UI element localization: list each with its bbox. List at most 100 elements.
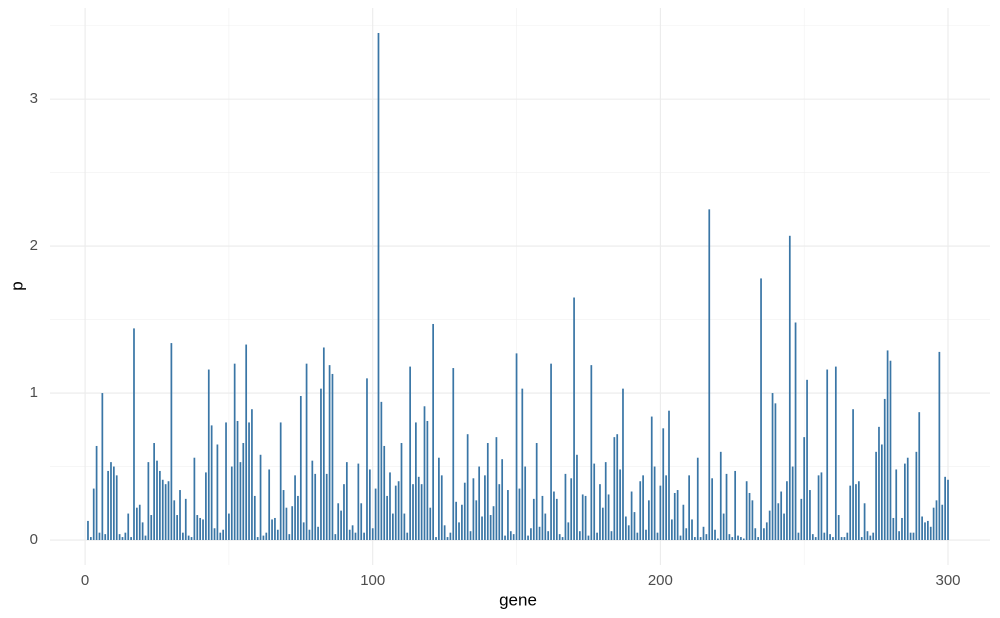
bar <box>797 532 800 541</box>
bar <box>728 534 731 541</box>
bar <box>676 490 679 541</box>
bar <box>636 532 639 541</box>
bar <box>95 445 98 541</box>
bar <box>558 534 561 541</box>
bar <box>826 369 829 541</box>
bar <box>429 507 432 541</box>
bar <box>806 379 808 541</box>
bar <box>127 513 130 541</box>
bar <box>849 485 852 541</box>
bar <box>607 494 610 541</box>
bar <box>302 522 305 541</box>
x-tick-label: 100 <box>360 572 385 589</box>
bar <box>89 537 92 541</box>
bar <box>265 532 268 541</box>
bar <box>380 401 383 541</box>
bar <box>110 462 112 541</box>
bar <box>791 466 794 541</box>
bar <box>262 535 265 541</box>
bar <box>527 535 529 541</box>
bar <box>115 475 118 541</box>
bar <box>463 482 466 541</box>
bar <box>409 366 411 541</box>
bar <box>161 479 164 541</box>
x-tick-label: 300 <box>935 572 960 589</box>
bar <box>130 537 132 541</box>
bar <box>630 491 633 541</box>
bar <box>642 475 644 541</box>
bar <box>578 531 581 541</box>
bar <box>777 503 780 541</box>
bar <box>297 495 299 541</box>
bar <box>276 529 279 541</box>
bar <box>673 492 676 541</box>
bar <box>469 531 472 541</box>
bar <box>817 475 820 541</box>
bar <box>478 466 481 541</box>
bar <box>443 525 446 541</box>
bar <box>222 529 225 541</box>
bar <box>524 466 527 541</box>
bar <box>555 498 558 541</box>
bar <box>481 516 483 541</box>
bar <box>909 532 912 541</box>
bar <box>757 537 760 541</box>
x-tick-label: 0 <box>81 572 89 589</box>
bar <box>544 513 547 541</box>
bar <box>357 463 360 541</box>
bar <box>400 443 403 541</box>
bar <box>763 528 765 541</box>
bar <box>141 522 144 541</box>
bar <box>242 443 245 541</box>
bar <box>446 537 449 541</box>
bar <box>449 532 452 541</box>
bar <box>599 484 601 541</box>
bar <box>840 537 843 541</box>
bar <box>466 434 469 541</box>
bar <box>650 416 653 541</box>
bar <box>532 498 535 541</box>
bar <box>167 481 170 541</box>
bar <box>656 532 659 541</box>
bar <box>328 365 331 541</box>
bar <box>901 517 903 541</box>
bar <box>202 519 204 541</box>
bar <box>509 531 512 541</box>
bar <box>515 353 518 541</box>
bar <box>811 534 814 541</box>
bar <box>144 535 147 541</box>
bar <box>492 506 495 541</box>
bar <box>432 323 434 541</box>
bar <box>184 498 187 541</box>
bar <box>233 363 236 541</box>
bar <box>742 538 745 541</box>
bar <box>765 522 768 541</box>
bar <box>311 460 314 541</box>
bar <box>397 481 400 541</box>
bar <box>415 422 417 541</box>
bar <box>573 297 575 541</box>
bar <box>846 532 849 541</box>
bar <box>647 500 650 541</box>
bar <box>671 519 673 541</box>
bar <box>731 537 734 541</box>
bar <box>458 522 460 541</box>
bar <box>708 209 711 541</box>
bar <box>207 369 210 541</box>
bar <box>748 492 751 541</box>
bar <box>351 525 354 541</box>
bar <box>740 537 742 541</box>
bar <box>774 403 777 541</box>
bar <box>271 519 273 541</box>
bar <box>903 463 906 541</box>
bar <box>880 444 883 541</box>
bar <box>268 469 271 541</box>
bar <box>354 532 357 541</box>
bar <box>199 517 202 541</box>
bar <box>279 422 282 541</box>
bar <box>837 515 840 541</box>
bar <box>820 472 823 541</box>
bar <box>550 363 552 541</box>
bar <box>794 322 797 541</box>
bar <box>420 484 423 541</box>
